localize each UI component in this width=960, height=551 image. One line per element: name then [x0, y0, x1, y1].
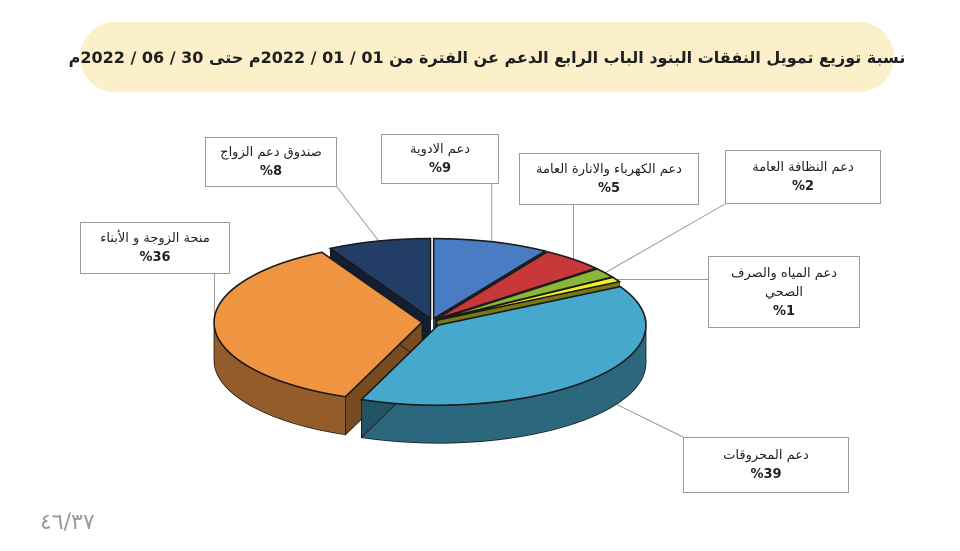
slice-spouse-children	[213, 251, 424, 398]
pie-tops	[213, 237, 647, 406]
callout-label: دعم النظافة العامة	[752, 160, 854, 175]
callout-fuel: دعم المحروقات %39	[683, 437, 849, 493]
callout-value: %2	[791, 179, 815, 194]
page-number: ٤٦/٣٧	[40, 510, 95, 535]
callout-label: منحة الزوجة و الأبناء	[100, 231, 210, 246]
leader-line-cleaning	[604, 203, 726, 274]
chart-title: نسبة توزيع تمويل النفقات البنود الباب ال…	[68, 47, 906, 67]
callout-value: %8	[259, 164, 283, 179]
callout-value: %39	[750, 467, 782, 482]
callout-label: صندوق دعم الزواج	[220, 145, 322, 160]
callout-value: %36	[139, 250, 171, 265]
callout-value: %9	[428, 161, 452, 176]
callout-label: دعم الادوية	[409, 142, 470, 157]
title-banner: نسبة توزيع تمويل النفقات البنود الباب ال…	[69, 22, 905, 92]
callout-value: %5	[597, 181, 621, 196]
callout-electricity: دعم الكهرباء والانارة العامة %5	[519, 153, 699, 205]
callout-cleaning: دعم النظافة العامة %2	[725, 150, 881, 204]
slice-electricity	[435, 250, 599, 321]
slice-medicine	[432, 237, 548, 320]
callout-medicine: دعم الادوية %9	[381, 134, 499, 184]
callout-label: دعم الكهرباء والانارة العامة	[536, 162, 682, 177]
callout-water: دعم المياه والصرف الصحي %1	[708, 256, 860, 328]
callout-marriage-fund: صندوق دعم الزواج %8	[205, 137, 337, 187]
callout-label: دعم المحروقات	[723, 448, 809, 463]
slice-marriage-fund	[328, 237, 432, 321]
slice-fuel	[359, 285, 647, 406]
callout-spouse-children: منحة الزوجة و الأبناء %36	[80, 222, 230, 274]
callout-label: دعم المياه والصرف الصحي	[730, 265, 838, 300]
callout-value: %1	[772, 303, 796, 319]
leader-line-marriage-fund	[336, 186, 380, 242]
slice-water	[436, 276, 622, 321]
